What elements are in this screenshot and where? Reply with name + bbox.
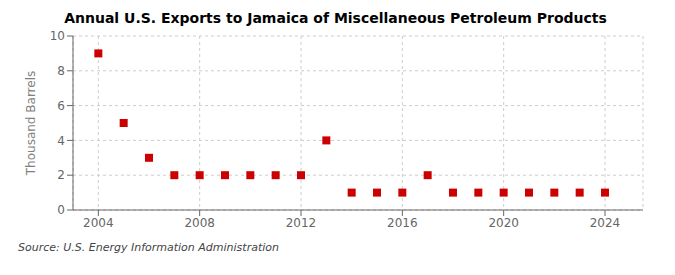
svg-text:2: 2	[57, 168, 65, 182]
svg-text:2008: 2008	[184, 216, 215, 230]
svg-text:4: 4	[57, 134, 65, 148]
svg-text:2004: 2004	[83, 216, 114, 230]
svg-text:8: 8	[57, 64, 65, 78]
svg-text:10: 10	[50, 29, 65, 43]
html-text:Source: U.S. Energy Informatio: Source: U.S. Energy Information Administ…	[18, 241, 279, 254]
svg-text:2020: 2020	[488, 216, 519, 230]
svg-text:Thousand Barrels: Thousand Barrels	[24, 71, 38, 176]
svg-text:2016: 2016	[387, 216, 418, 230]
svg-text:2012: 2012	[286, 216, 317, 230]
svg-text:6: 6	[57, 99, 65, 113]
html-text:Annual U.S. Exports to Jamaica: Annual U.S. Exports to Jamaica of Miscel…	[64, 10, 607, 26]
svg-text:2024: 2024	[590, 216, 621, 230]
svg-text:0: 0	[57, 203, 65, 217]
